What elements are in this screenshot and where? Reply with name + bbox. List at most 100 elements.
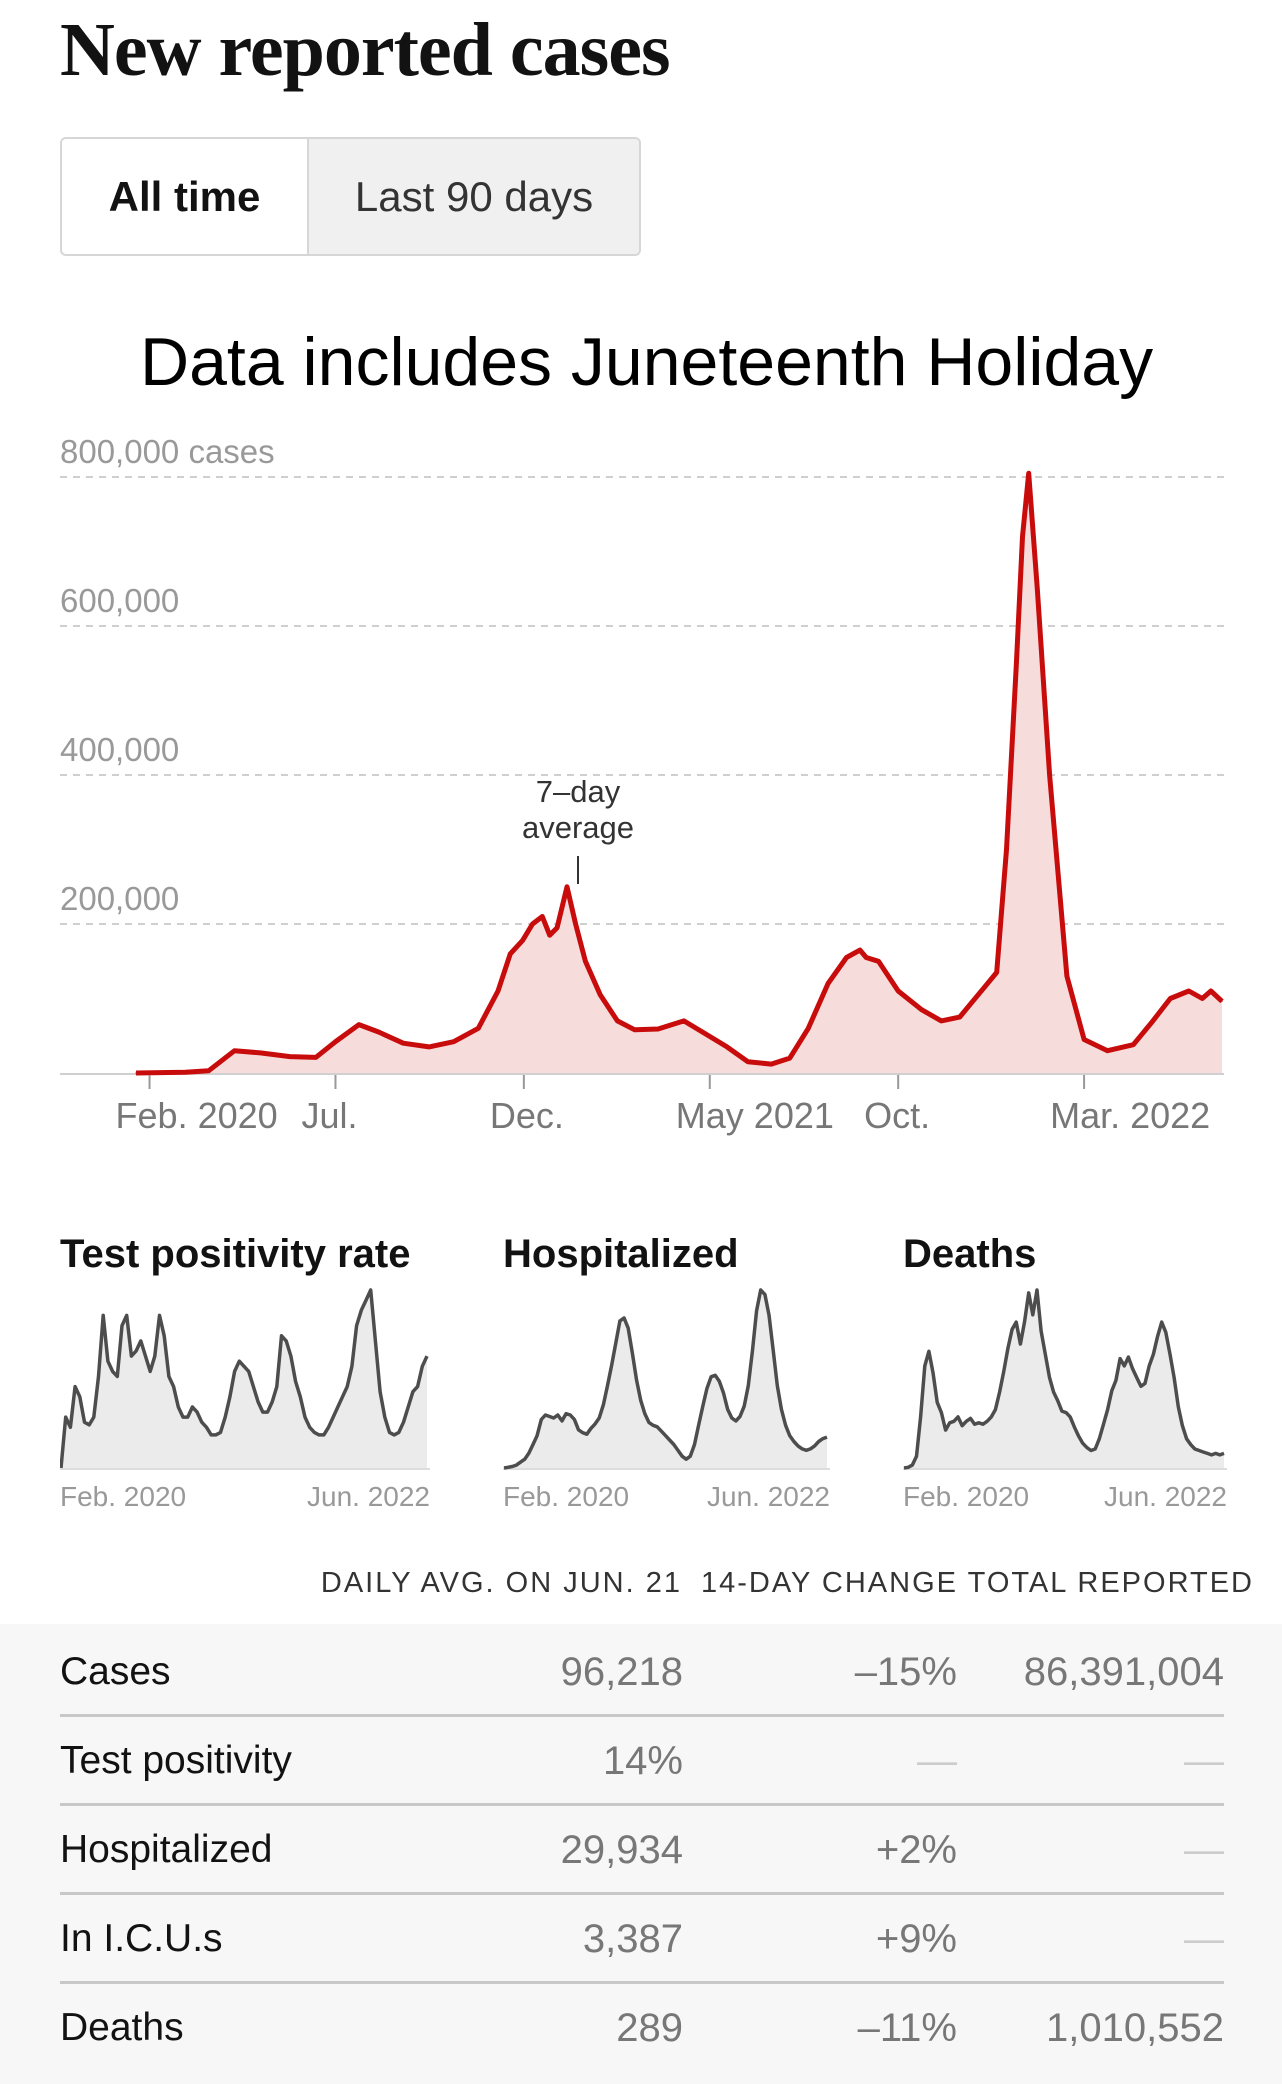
hospitalized-sparkline: Feb. 2020 Jun. 2022 — [503, 1288, 830, 1512]
data-point — [556, 927, 558, 929]
hospitalized-title: Hospitalized — [503, 1232, 739, 1276]
all-time-button[interactable]: All time — [62, 139, 307, 254]
test-positivity-title: Test positivity rate — [60, 1232, 411, 1276]
data-point — [1015, 662, 1018, 664]
data-point — [541, 915, 543, 918]
data-point — [683, 1020, 685, 1022]
data-point — [845, 956, 848, 959]
data-point — [531, 923, 534, 925]
data-point — [959, 1016, 961, 1018]
sparkline-tick-label: Feb. 2020 — [60, 1481, 186, 1512]
data-point — [1210, 990, 1212, 992]
data-point — [1221, 1000, 1223, 1002]
data-point — [522, 939, 524, 942]
data-point — [1021, 536, 1024, 538]
data-point — [1132, 1044, 1134, 1046]
x-tick-label: Oct. — [864, 1095, 930, 1136]
header-total-reported: TOTAL REPORTED — [967, 1567, 1254, 1599]
data-point — [726, 1046, 728, 1048]
deaths-sparkline: Feb. 2020 Jun. 2022 — [903, 1288, 1227, 1512]
data-point — [428, 1046, 430, 1048]
cell-avg: 29,934 — [560, 1828, 683, 1872]
data-point — [971, 1001, 973, 1003]
data-point — [1201, 997, 1203, 1000]
data-point — [1066, 975, 1068, 977]
time-range-toggle[interactable]: All time Last 90 days — [60, 137, 641, 256]
sparkline-tick-label: Feb. 2020 — [503, 1481, 629, 1512]
data-point — [789, 1057, 791, 1059]
cases-chart: 200,000 400,000 600,000 800,000 cases Feb. … — [60, 433, 1224, 1136]
data-point — [233, 1050, 236, 1052]
data-point — [599, 994, 601, 996]
data-point — [996, 971, 998, 974]
test-positivity-sparkline: Feb. 2020 Jun. 2022 — [60, 1288, 430, 1512]
data-point — [509, 953, 511, 955]
holiday-note: Data includes Juneteenth Holiday — [140, 324, 1154, 400]
data-point — [1005, 848, 1008, 851]
data-point — [859, 949, 861, 951]
data-point — [897, 990, 899, 992]
row-divider — [60, 1892, 1224, 1895]
data-point — [402, 1042, 404, 1044]
data-point — [634, 1029, 636, 1031]
cell-change: +2% — [875, 1828, 957, 1872]
row-label: Deaths — [60, 2006, 184, 2049]
data-point — [289, 1056, 291, 1058]
data-point — [358, 1024, 360, 1026]
data-point — [259, 1052, 261, 1054]
page-title: New reported cases — [60, 8, 671, 92]
sparkline-tick-label: Feb. 2020 — [903, 1481, 1029, 1512]
x-tick-label: Feb. 2020 — [116, 1095, 278, 1136]
sparkline-line — [503, 1288, 828, 1470]
cell-total: 86,391,004 — [1023, 1650, 1224, 1694]
data-point — [575, 923, 577, 925]
data-point — [657, 1028, 659, 1030]
data-point — [807, 1027, 809, 1029]
sparkline-tick-label: Jun. 2022 — [1104, 1481, 1227, 1512]
cell-total: 1,010,552 — [1046, 2006, 1224, 2050]
data-point — [1049, 774, 1051, 776]
row-label: Cases — [60, 1650, 171, 1693]
data-point — [865, 956, 867, 959]
y-tick-label: 400,000 — [60, 731, 179, 768]
cell-total: — — [1184, 1739, 1224, 1783]
row-label: Test positivity — [60, 1739, 292, 1782]
cell-avg: 289 — [616, 2006, 683, 2050]
data-point — [1188, 990, 1190, 992]
annotation-label-line1: 7–day — [536, 774, 621, 809]
data-point — [1106, 1050, 1109, 1052]
cell-total: — — [1184, 1917, 1224, 1961]
data-point — [566, 886, 568, 888]
row-divider — [60, 1981, 1224, 1984]
cell-avg: 3,387 — [582, 1917, 683, 1961]
cell-total: — — [1184, 1828, 1224, 1872]
x-tick-label: Dec. — [490, 1095, 564, 1136]
data-point — [1028, 472, 1030, 474]
data-point — [549, 934, 551, 936]
data-point — [315, 1056, 317, 1058]
row-divider — [60, 1803, 1224, 1806]
data-point — [378, 1031, 380, 1033]
data-point — [184, 1071, 186, 1073]
data-point — [940, 1020, 942, 1022]
data-point — [877, 960, 880, 962]
data-point — [497, 990, 499, 992]
x-tick-label: Mar. 2022 — [1050, 1095, 1210, 1136]
annotation-label-line2: average — [522, 810, 634, 845]
data-point — [1169, 997, 1171, 1000]
sparkline-line — [903, 1288, 1225, 1470]
data-point — [584, 960, 587, 962]
cell-change: +9% — [875, 1917, 957, 1961]
last-90-days-button[interactable]: Last 90 days — [307, 139, 639, 254]
data-point — [827, 983, 829, 985]
row-label: Hospitalized — [60, 1828, 273, 1871]
x-tick-label: Jul. — [301, 1095, 357, 1136]
cell-avg: 14% — [602, 1739, 683, 1783]
x-tick-label: May 2021 — [676, 1095, 834, 1136]
y-tick-label: 800,000 cases — [60, 433, 275, 470]
row-label: In I.C.U.s — [60, 1917, 223, 1960]
data-point — [334, 1041, 337, 1043]
sparkline-line — [60, 1288, 429, 1469]
sparkline-tick-label: Jun. 2022 — [307, 1481, 430, 1512]
cell-change: –11% — [857, 2006, 957, 2050]
